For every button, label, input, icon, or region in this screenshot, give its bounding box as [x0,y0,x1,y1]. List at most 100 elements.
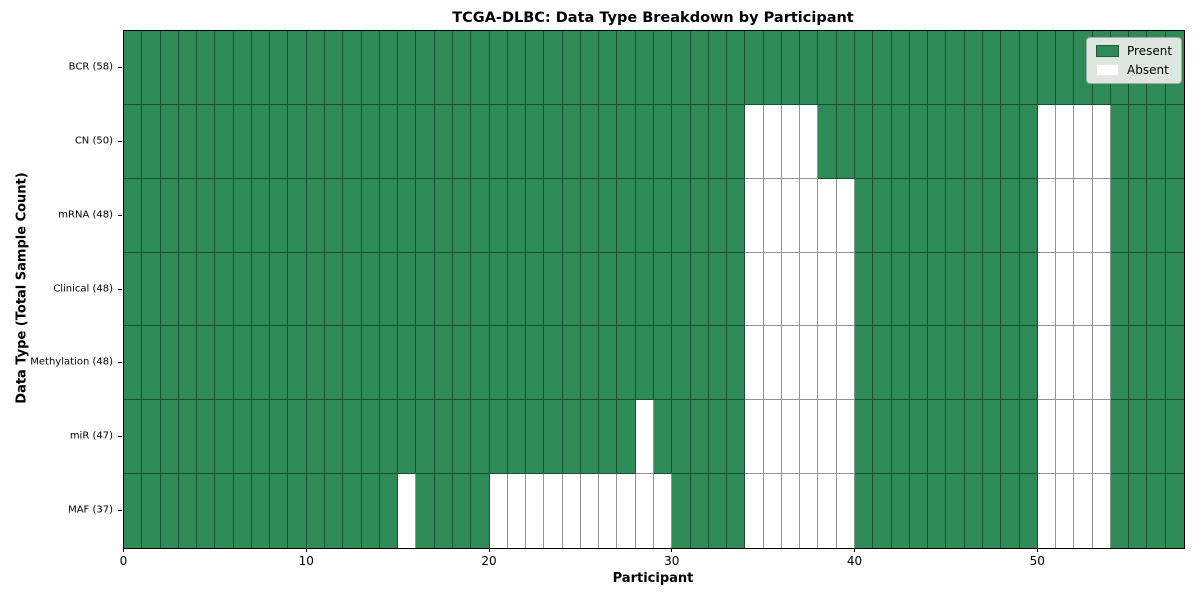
heatmap-cell [306,252,326,327]
heatmap-cell [270,31,289,105]
heatmap-cell [124,252,143,327]
heatmap-cell [233,31,252,105]
x-tick-label: 50 [1029,554,1045,568]
heatmap-cell [160,252,179,327]
heatmap-cell [178,326,198,401]
heatmap-cell [708,252,728,327]
heatmap-cell [270,104,289,179]
heatmap-cell [270,178,289,253]
heatmap-cell [580,474,600,548]
heatmap-cell [361,252,380,327]
heatmap-cell [251,400,271,475]
x-tick-label: 30 [664,554,680,568]
heatmap-cell [982,178,1002,253]
heatmap-cell [142,178,161,253]
heatmap-cell [873,31,892,105]
heatmap-cell [361,326,380,401]
heatmap-cell [489,252,508,327]
heatmap-cell [270,252,289,327]
heatmap-cell [946,474,965,548]
heatmap-cell [946,326,965,401]
heatmap-cell [800,31,819,105]
heatmap-cell [507,31,527,105]
heatmap-cell [288,400,307,475]
heatmap-cell [982,474,1002,548]
heatmap-cell [1092,104,1111,179]
heatmap-cell [489,474,508,548]
heatmap-cell [855,326,874,401]
heatmap-cell [489,104,508,179]
heatmap-cell [197,178,216,253]
heatmap-cell [489,326,508,401]
heatmap-cell [781,31,801,105]
heatmap-cell [599,400,618,475]
x-tick-label: 10 [298,554,314,568]
heatmap-cell [124,31,143,105]
heatmap-cell [635,400,654,475]
heatmap-cell [763,178,782,253]
heatmap-cell [215,104,234,179]
heatmap-cell [727,178,746,253]
heatmap-cell [471,31,490,105]
heatmap-cell [1147,104,1166,179]
heatmap-cell [690,400,709,475]
heatmap-cell [964,31,983,105]
heatmap-cell [1092,178,1111,253]
heatmap-cell [818,178,837,253]
heatmap-cell [452,474,472,548]
heatmap-cell [781,252,801,327]
heatmap-cell [178,474,198,548]
heatmap-cell [526,474,545,548]
heatmap-cell [781,326,801,401]
heatmap-cell [306,474,326,548]
heatmap-cell [1019,252,1038,327]
heatmap-cell [599,474,618,548]
heatmap-cell [635,326,654,401]
heatmap-cell [507,104,527,179]
heatmap-cell [343,252,362,327]
heatmap-cell [142,31,161,105]
heatmap-cell [215,252,234,327]
heatmap-cell [928,31,947,105]
heatmap-cell [452,31,472,105]
heatmap-cell [197,326,216,401]
heatmap-cell [1037,252,1057,327]
heatmap-cell [251,31,271,105]
heatmap-cell [398,178,417,253]
heatmap-cell [873,326,892,401]
x-tick-mark [123,548,124,552]
heatmap-cell [727,474,746,548]
heatmap-cell [690,326,709,401]
heatmap-cell [690,178,709,253]
heatmap-cell [489,31,508,105]
heatmap-cell [452,104,472,179]
heatmap-cell [891,31,910,105]
heatmap-cell [836,178,856,253]
heatmap-cell [471,252,490,327]
heatmap-cell [909,252,929,327]
heatmap-cell [617,104,636,179]
heatmap-cell [562,326,581,401]
heatmap-cell [763,104,782,179]
heatmap-cell [251,178,271,253]
heatmap-cell [708,178,728,253]
y-tick-mark [118,140,122,142]
heatmap-cell [982,252,1002,327]
heatmap-cell [708,31,728,105]
heatmap-cell [763,252,782,327]
heatmap-cell [507,474,527,548]
heatmap-cell [1110,252,1130,327]
y-tick-mark [118,214,122,216]
heatmap-cell [855,31,874,105]
heatmap-cell [1037,104,1057,179]
heatmap-cell [599,31,618,105]
heatmap-cell [781,400,801,475]
heatmap-cell [434,474,453,548]
heatmap-cell [909,178,929,253]
heatmap-cell [471,178,490,253]
heatmap-cell [233,326,252,401]
heatmap-cell [928,400,947,475]
heatmap-cell [562,104,581,179]
heatmap-cell [855,104,874,179]
